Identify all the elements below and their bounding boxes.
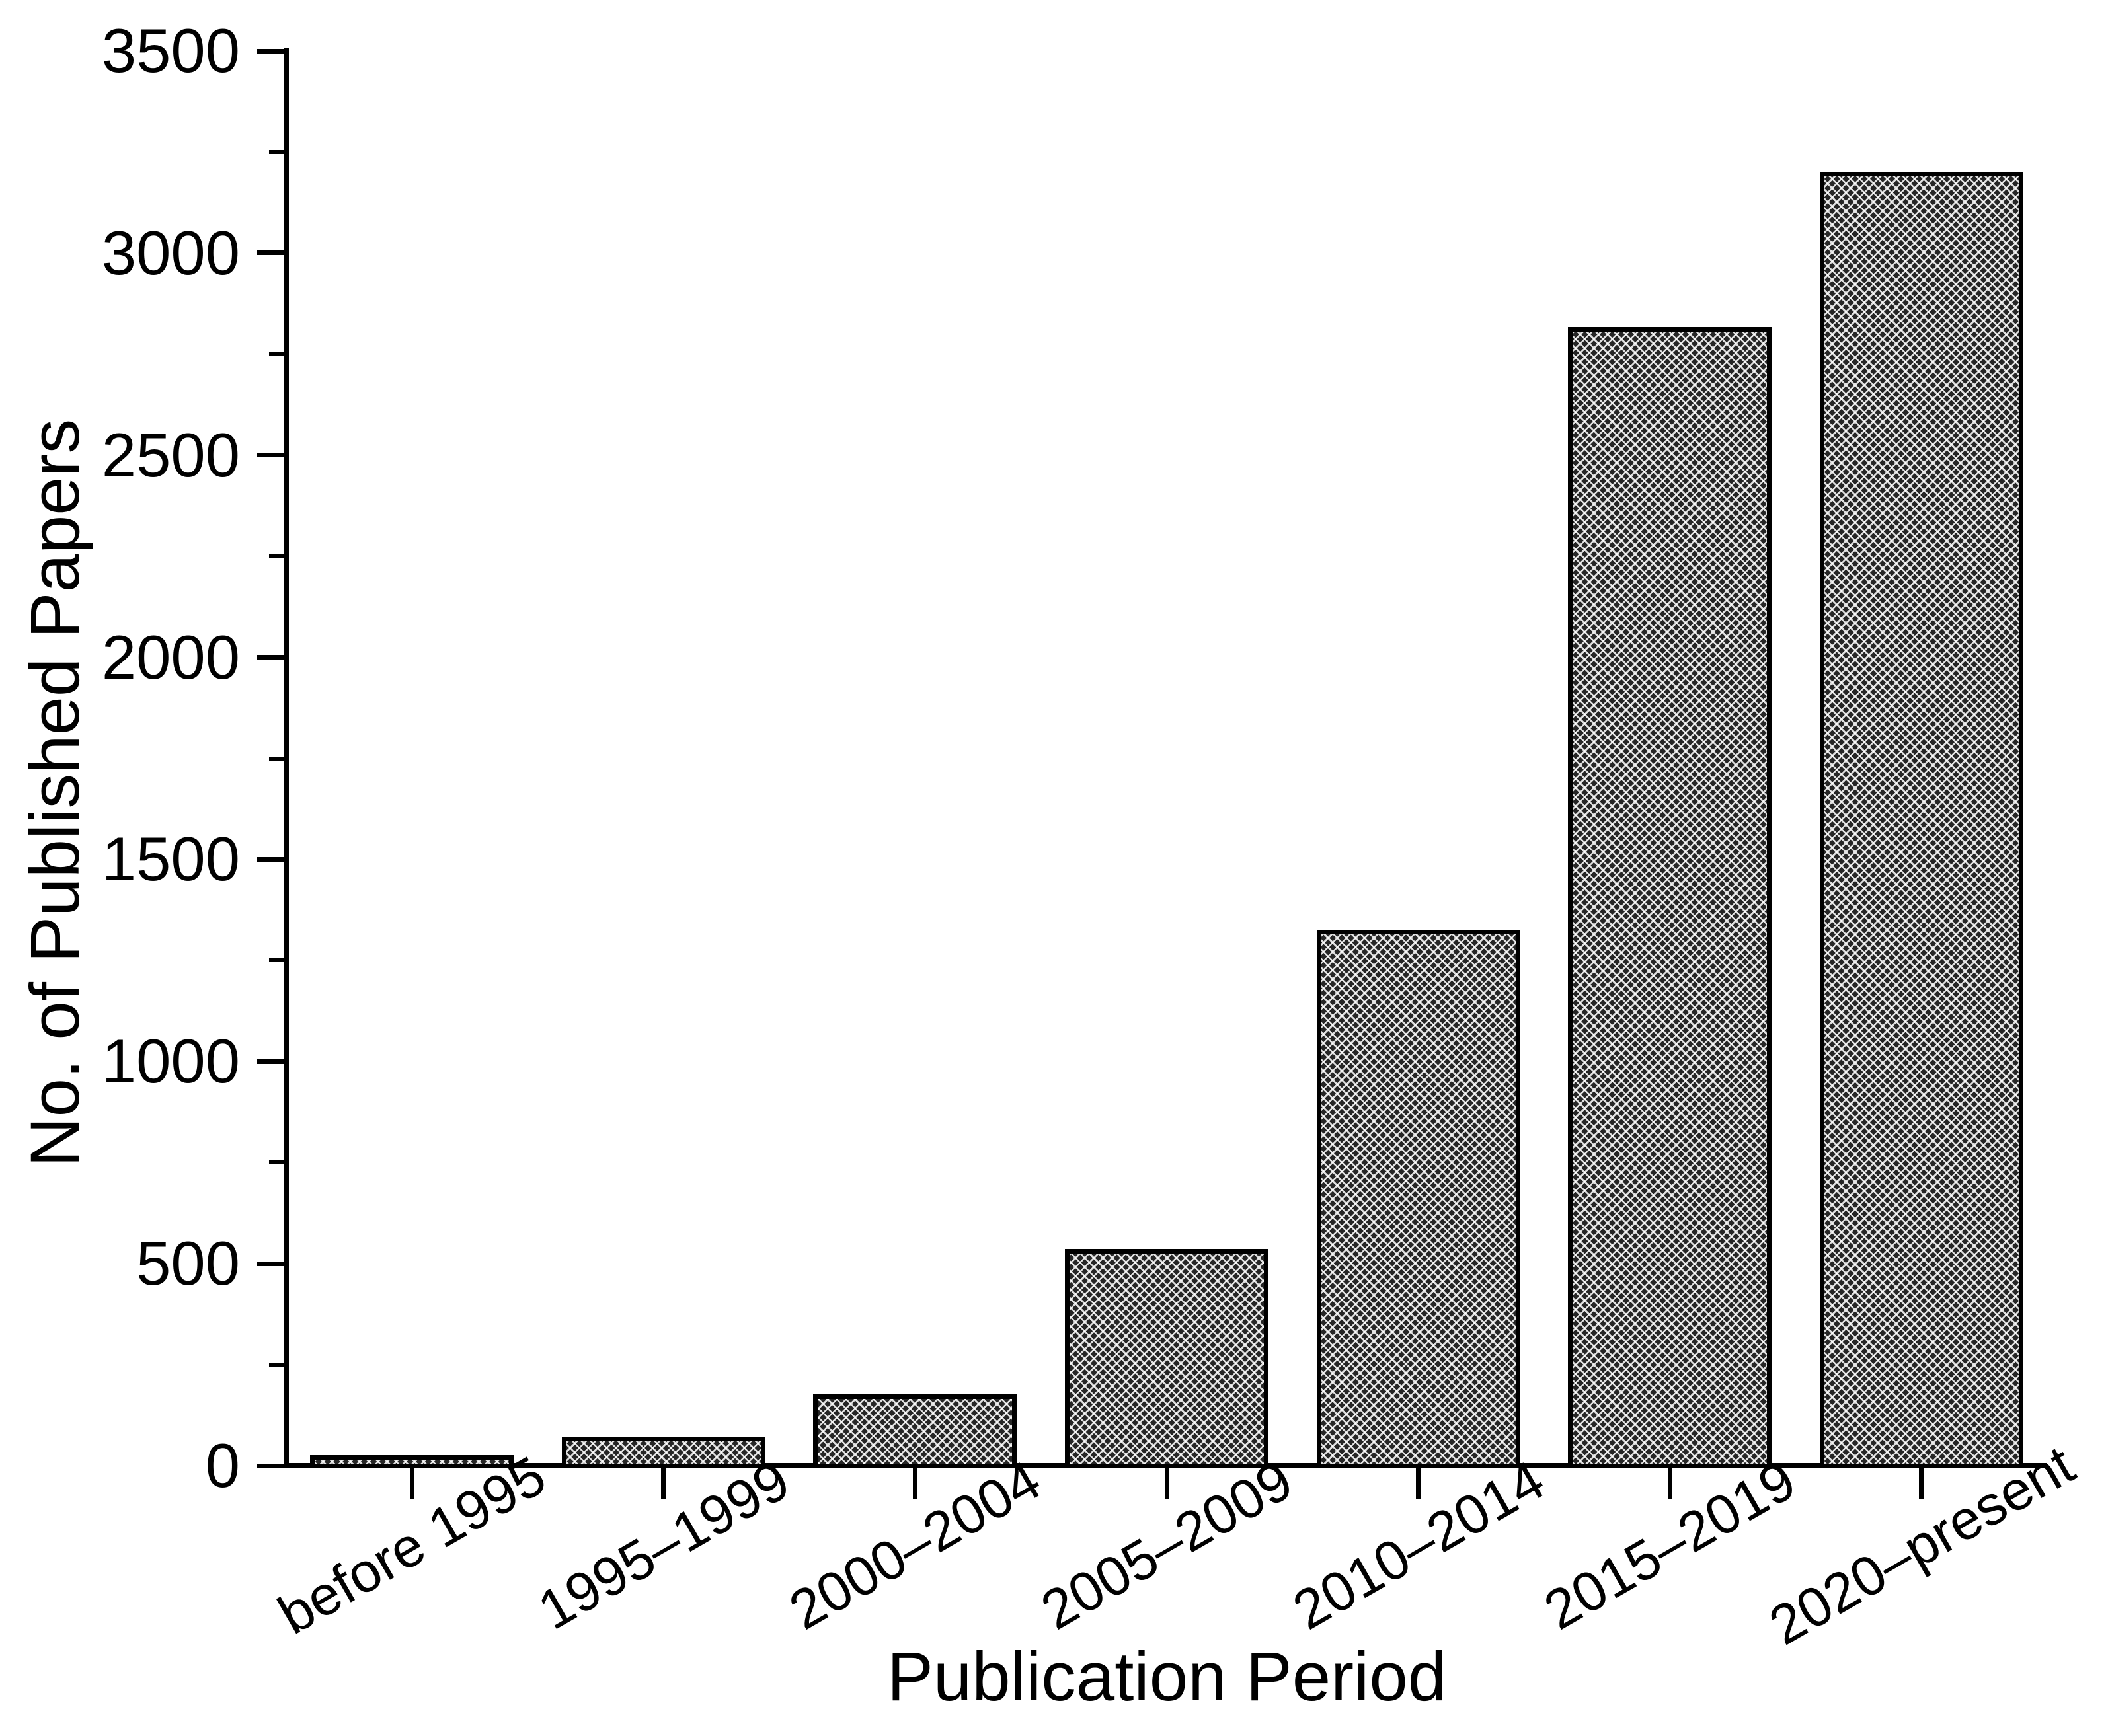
- y-axis-tick-label: 3500: [101, 16, 240, 85]
- x-axis-tick: [1919, 1468, 1924, 1499]
- x-axis-tick: [1416, 1468, 1421, 1499]
- bar-2: [561, 1437, 765, 1468]
- y-axis-major-tick: [257, 1059, 286, 1064]
- x-axis-tick: [1667, 1468, 1672, 1499]
- y-axis-major-tick: [257, 250, 286, 256]
- y-axis-minor-tick: [269, 554, 286, 558]
- x-axis-title: Publication Period: [886, 1638, 1447, 1716]
- y-axis-minor-tick: [269, 958, 286, 963]
- y-axis-major-tick: [257, 856, 286, 862]
- y-axis-minor-tick: [269, 756, 286, 761]
- y-axis-tick-label: 1000: [101, 1026, 240, 1096]
- bar-5: [1316, 929, 1520, 1468]
- y-axis-minor-tick: [269, 1363, 286, 1367]
- bar-1: [310, 1454, 514, 1468]
- y-axis-tick-label: 2500: [101, 420, 240, 490]
- bar-3: [813, 1394, 1017, 1468]
- bar-6: [1568, 327, 1772, 1468]
- y-axis-major-tick: [257, 1463, 286, 1468]
- x-axis-tick: [661, 1468, 666, 1499]
- y-axis-major-tick: [257, 1261, 286, 1266]
- y-axis-minor-tick: [269, 149, 286, 154]
- y-axis-tick-label: 0: [205, 1431, 240, 1500]
- x-axis-tick: [409, 1468, 414, 1499]
- y-axis-tick-label: 2000: [101, 622, 240, 692]
- y-axis-major-tick: [257, 453, 286, 458]
- y-axis-tick-label: 500: [136, 1228, 240, 1299]
- bar-4: [1065, 1248, 1268, 1468]
- y-axis-line: [284, 48, 289, 1468]
- y-axis-major-tick: [257, 48, 286, 54]
- x-axis-tick: [912, 1468, 917, 1499]
- y-axis-minor-tick: [269, 352, 286, 356]
- y-axis-major-tick: [257, 655, 286, 660]
- x-axis-tick: [1164, 1468, 1169, 1499]
- y-axis-tick-label: 1500: [101, 824, 240, 894]
- bar-7: [1819, 171, 2023, 1468]
- y-axis-minor-tick: [269, 1160, 286, 1165]
- y-axis-title: No. of Published Papers: [17, 418, 94, 1168]
- y-axis-tick-label: 3000: [101, 217, 240, 287]
